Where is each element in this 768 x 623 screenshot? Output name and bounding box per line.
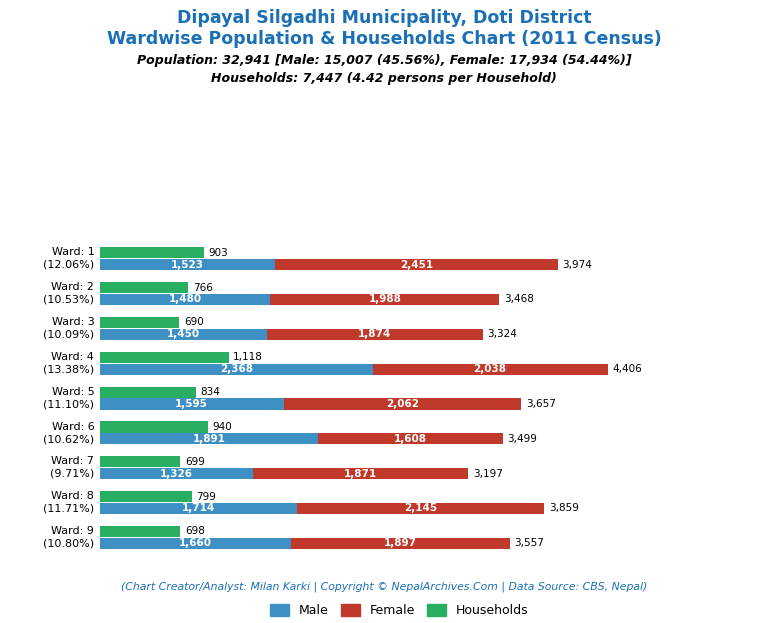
Text: 3,974: 3,974 (562, 260, 592, 270)
Text: 766: 766 (193, 283, 213, 293)
Text: 1,874: 1,874 (358, 330, 392, 340)
Text: 3,197: 3,197 (473, 468, 503, 478)
Text: 1,897: 1,897 (384, 538, 417, 548)
Text: 1,523: 1,523 (171, 260, 204, 270)
Text: Population: 32,941 [Male: 15,007 (45.56%), Female: 17,934 (54.44%)]: Population: 32,941 [Male: 15,007 (45.56%… (137, 54, 631, 67)
Text: Households: 7,447 (4.42 persons per Household): Households: 7,447 (4.42 persons per Hous… (211, 72, 557, 85)
Text: 1,871: 1,871 (344, 468, 377, 478)
Bar (100, 247, 204, 259)
Bar (100, 468, 253, 479)
Text: 2,038: 2,038 (474, 364, 507, 374)
Bar (100, 317, 180, 328)
Text: 1,326: 1,326 (160, 468, 193, 478)
Bar (100, 491, 192, 502)
Bar (253, 468, 468, 479)
Text: 1,118: 1,118 (233, 352, 263, 362)
Bar (291, 538, 510, 549)
Bar (100, 421, 208, 432)
Text: 4,406: 4,406 (612, 364, 642, 374)
Bar (100, 259, 275, 270)
Bar (100, 433, 318, 444)
Text: 2,145: 2,145 (404, 503, 438, 513)
Bar (100, 282, 188, 293)
Text: 903: 903 (208, 248, 228, 258)
Bar (100, 364, 372, 374)
Bar (100, 526, 180, 537)
Bar (297, 503, 545, 514)
Bar (100, 538, 291, 549)
Text: 2,368: 2,368 (220, 364, 253, 374)
Bar (318, 433, 503, 444)
Text: 3,468: 3,468 (504, 295, 534, 305)
Text: 1,988: 1,988 (369, 295, 402, 305)
Text: 799: 799 (197, 492, 217, 502)
Text: 1,608: 1,608 (394, 434, 427, 444)
Bar (100, 386, 196, 397)
Bar (275, 259, 558, 270)
Text: 2,062: 2,062 (386, 399, 419, 409)
Text: 1,595: 1,595 (175, 399, 208, 409)
Text: 3,657: 3,657 (526, 399, 556, 409)
Text: 834: 834 (200, 387, 220, 397)
Bar (100, 503, 297, 514)
Text: 698: 698 (185, 526, 205, 536)
Text: 1,714: 1,714 (182, 503, 215, 513)
Text: Wardwise Population & Households Chart (2011 Census): Wardwise Population & Households Chart (… (107, 30, 661, 48)
Legend: Male, Female, Households: Male, Female, Households (265, 599, 534, 622)
Bar (100, 352, 229, 363)
Text: 1,660: 1,660 (179, 538, 212, 548)
Text: 3,499: 3,499 (508, 434, 538, 444)
Text: 699: 699 (185, 457, 205, 467)
Text: 1,450: 1,450 (167, 330, 200, 340)
Bar (100, 294, 270, 305)
Text: 3,324: 3,324 (488, 330, 518, 340)
Text: 3,557: 3,557 (515, 538, 545, 548)
Text: 940: 940 (213, 422, 233, 432)
Bar (100, 329, 267, 340)
Bar (100, 456, 180, 467)
Text: 1,480: 1,480 (168, 295, 202, 305)
Text: 2,451: 2,451 (400, 260, 433, 270)
Bar (100, 398, 283, 409)
Bar (267, 329, 483, 340)
Bar (372, 364, 607, 374)
Bar (283, 398, 521, 409)
Text: 690: 690 (184, 318, 204, 328)
Bar (270, 294, 499, 305)
Text: (Chart Creator/Analyst: Milan Karki | Copyright © NepalArchives.Com | Data Sourc: (Chart Creator/Analyst: Milan Karki | Co… (121, 582, 647, 592)
Text: 3,859: 3,859 (549, 503, 579, 513)
Text: 1,891: 1,891 (192, 434, 225, 444)
Text: Dipayal Silgadhi Municipality, Doti District: Dipayal Silgadhi Municipality, Doti Dist… (177, 9, 591, 27)
